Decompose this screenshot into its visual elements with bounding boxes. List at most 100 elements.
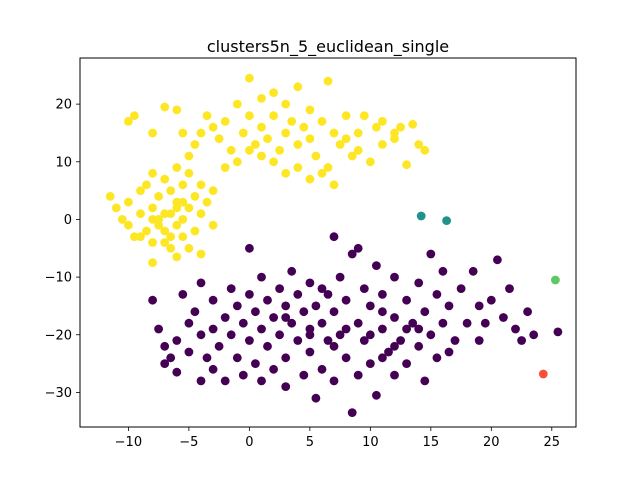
data-point — [353, 243, 363, 253]
data-point — [384, 347, 393, 357]
data-point — [390, 313, 399, 322]
x-tick-label: −5 — [179, 435, 198, 450]
data-point — [402, 160, 411, 170]
chart-title: clusters5n_5_euclidean_single — [207, 37, 449, 57]
data-point — [130, 111, 139, 121]
data-point — [365, 157, 375, 167]
data-point — [347, 249, 357, 259]
data-point — [353, 128, 363, 138]
points-layer — [105, 73, 563, 417]
data-point — [160, 341, 170, 351]
data-point — [136, 209, 145, 219]
data-point — [257, 151, 266, 161]
x-tick-label: −10 — [115, 435, 142, 450]
data-point — [414, 140, 424, 149]
data-point — [347, 151, 357, 161]
data-point — [293, 82, 303, 92]
data-point — [517, 336, 526, 345]
data-point — [365, 301, 375, 311]
data-point — [111, 203, 121, 213]
data-point — [311, 301, 321, 311]
data-point — [511, 324, 520, 334]
data-point — [317, 168, 327, 178]
data-point — [251, 359, 260, 368]
data-point — [148, 168, 158, 178]
x-tick-label: 10 — [362, 435, 379, 450]
data-point — [208, 122, 218, 132]
data-point — [299, 370, 309, 380]
data-point — [172, 367, 182, 377]
data-point — [341, 111, 351, 121]
data-point — [293, 140, 303, 149]
data-point — [269, 111, 278, 121]
x-axis: −10 −5 0 5 10 15 20 25 — [115, 427, 560, 450]
data-point — [178, 232, 188, 242]
data-point — [208, 295, 218, 305]
data-point — [378, 324, 387, 334]
data-point — [281, 128, 291, 138]
data-point — [251, 307, 260, 317]
data-point — [450, 336, 460, 345]
data-point — [305, 330, 315, 340]
data-point — [238, 318, 248, 328]
data-point — [426, 249, 436, 259]
data-point — [305, 105, 315, 115]
data-point — [257, 122, 266, 132]
data-point — [232, 301, 242, 311]
data-point — [390, 272, 399, 282]
data-point — [341, 324, 351, 334]
data-point — [257, 272, 266, 282]
data-point — [341, 353, 351, 363]
data-point — [269, 157, 278, 167]
data-point — [402, 295, 411, 305]
data-point — [402, 324, 411, 334]
data-point — [365, 359, 375, 368]
data-point — [184, 168, 194, 178]
data-point — [275, 330, 284, 340]
data-point — [232, 99, 242, 109]
data-point — [442, 216, 451, 226]
data-point — [438, 318, 448, 328]
data-point — [275, 284, 284, 293]
data-point — [166, 186, 176, 196]
data-point — [474, 336, 484, 345]
x-tick-label: 0 — [245, 435, 253, 450]
x-tick-label: 25 — [544, 435, 561, 450]
data-point — [172, 163, 182, 172]
data-point — [190, 226, 200, 236]
y-tick-label: −30 — [45, 386, 72, 401]
data-point — [378, 290, 387, 299]
data-point — [226, 145, 236, 155]
data-point — [166, 232, 176, 242]
data-point — [281, 301, 291, 311]
data-point — [148, 203, 158, 213]
data-point — [353, 318, 363, 328]
data-point — [117, 215, 127, 224]
data-point — [390, 134, 399, 144]
data-point — [178, 215, 188, 224]
data-point — [317, 117, 327, 126]
data-point — [372, 261, 381, 270]
data-point — [154, 220, 164, 230]
x-tick-label: 15 — [423, 435, 440, 450]
data-point — [154, 324, 164, 334]
data-point — [178, 180, 188, 190]
y-tick-label: 10 — [55, 155, 72, 170]
data-point — [317, 318, 327, 328]
data-point — [414, 324, 424, 334]
data-point — [178, 290, 188, 299]
data-point — [148, 295, 158, 305]
data-point — [444, 347, 454, 357]
data-point — [160, 238, 170, 247]
data-point — [196, 180, 206, 190]
data-point — [202, 111, 212, 121]
data-point — [142, 180, 151, 190]
data-point — [402, 359, 411, 368]
data-point — [245, 145, 254, 155]
data-point — [172, 220, 182, 230]
data-point — [184, 151, 194, 161]
data-point — [263, 134, 272, 144]
data-point — [317, 364, 327, 374]
data-point — [420, 376, 430, 386]
data-point — [123, 220, 133, 230]
